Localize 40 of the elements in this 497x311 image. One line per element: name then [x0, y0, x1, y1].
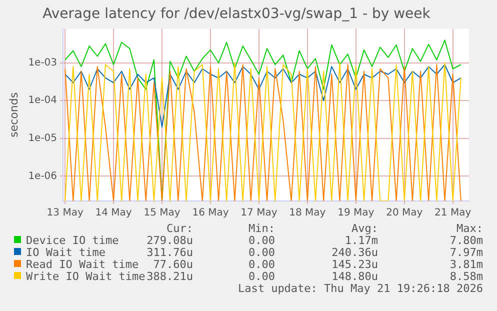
text: 311.76u: [146, 246, 193, 259]
text: Max:: [456, 222, 483, 235]
x-tick-label: 17 May: [240, 208, 278, 219]
x-tick-label: 19 May: [338, 208, 374, 219]
text: 0.00: [248, 270, 275, 283]
text: 148.80u: [332, 270, 378, 283]
text: 8.58m: [450, 270, 483, 283]
text: Last update: Thu May 21 19:26:18 2026: [238, 282, 483, 295]
text: 279.08u: [146, 234, 193, 247]
x-tick-label: 21 May: [434, 208, 472, 219]
x-tick-label: 20 May: [386, 208, 423, 219]
text: 0.00: [248, 246, 275, 259]
text: 7.80m: [450, 234, 483, 247]
y-tick-label: 1e-03: [28, 57, 58, 68]
text: Cur:: [166, 222, 193, 235]
text: 7.97m: [450, 246, 483, 259]
y-tick-label: 1e-05: [28, 133, 58, 144]
text: 145.23u: [332, 258, 378, 271]
legend-label: Write IO Wait time: [26, 270, 146, 283]
text: Min:: [248, 222, 275, 235]
text: 388.21u: [146, 270, 193, 283]
y-tick-label: 1e-04: [28, 95, 58, 106]
legend-label: Read IO Wait time: [26, 258, 139, 271]
text: 0.00: [248, 234, 275, 247]
y-tick-label: 1e-06: [28, 170, 58, 182]
text: 240.36u: [332, 246, 378, 259]
y-axis-title: seconds: [7, 92, 20, 138]
text: Avg:: [352, 222, 378, 235]
chart-title: Average latency for /dev/elastx03-vg/swap_1 - by week: [42, 6, 432, 22]
x-tick-label: 16 May: [192, 208, 229, 219]
text: 1.17m: [344, 234, 378, 247]
x-tick-label: 14 May: [95, 208, 132, 219]
legend-label: Device IO time: [26, 234, 119, 247]
x-tick-label: 15 May: [144, 208, 180, 219]
text: 0.00: [248, 258, 275, 271]
x-tick-label: 13 May: [46, 208, 84, 219]
text: 3.81m: [450, 258, 483, 271]
text: 77.60u: [153, 258, 193, 271]
x-tick-label: 18 May: [289, 208, 326, 219]
legend-label: IO Wait time: [26, 246, 106, 259]
